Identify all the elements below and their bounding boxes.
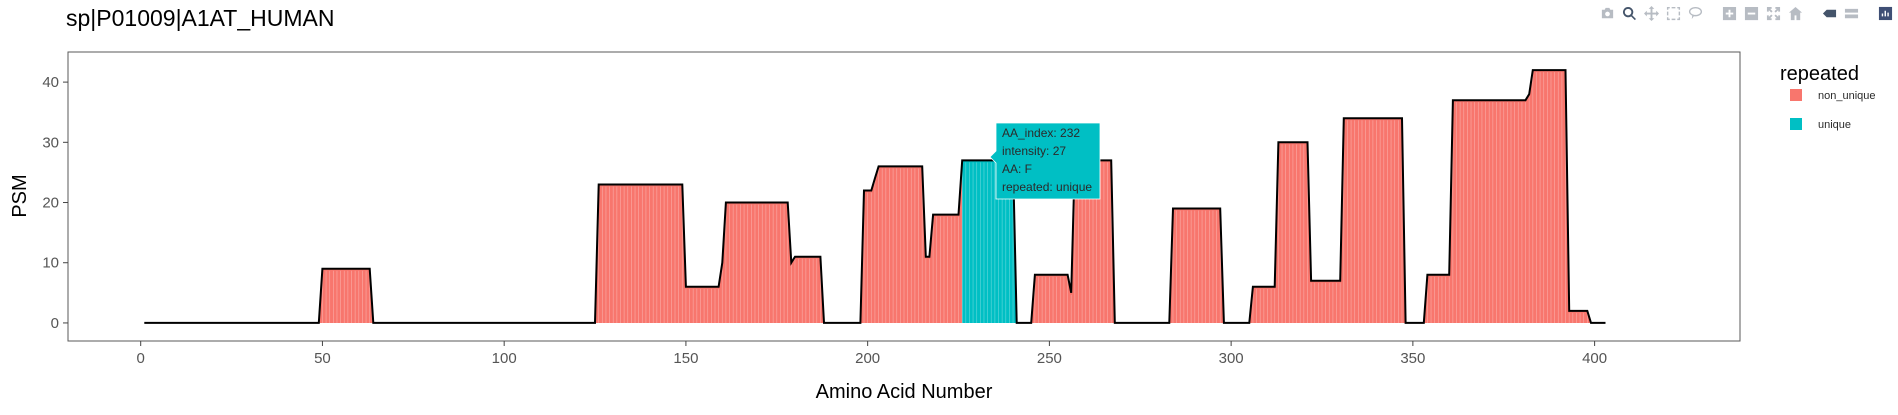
- box-select-icon[interactable]: [1662, 2, 1684, 24]
- compare-hover-icon[interactable]: [1840, 2, 1862, 24]
- x-axis-title: Amino Acid Number: [816, 381, 993, 403]
- x-tick-label: 250: [1037, 350, 1062, 367]
- legend-title: repeated: [1780, 63, 1859, 85]
- zoom-out-icon[interactable]: [1740, 2, 1762, 24]
- reset-axes-icon[interactable]: [1784, 2, 1806, 24]
- autoscale-icon[interactable]: [1762, 2, 1784, 24]
- y-tick-label: 0: [51, 315, 59, 332]
- x-tick-label: 100: [492, 350, 517, 367]
- y-axis: 0 10 20 30 40: [42, 74, 68, 332]
- legend-swatch: [1790, 89, 1802, 101]
- spike-lines-icon[interactable]: [1818, 2, 1840, 24]
- plot-area: [67, 51, 1741, 342]
- plotly-logo-icon[interactable]: [1874, 2, 1896, 24]
- x-axis: 0 50 100 150 200 250 300 350 400: [137, 341, 1607, 367]
- zoom-icon[interactable]: [1618, 2, 1640, 24]
- bar-stripes: [322, 72, 1588, 323]
- x-tick-label: 0: [137, 350, 145, 367]
- pan-icon[interactable]: [1640, 2, 1662, 24]
- zoom-in-icon[interactable]: [1718, 2, 1740, 24]
- tooltip-box: [989, 122, 1101, 200]
- camera-icon[interactable]: [1596, 2, 1618, 24]
- tooltip-line: repeated: unique: [1002, 180, 1092, 194]
- modebar-group-zoom: [1718, 2, 1806, 24]
- x-tick-label: 200: [855, 350, 880, 367]
- y-tick-label: 20: [42, 195, 59, 212]
- hover-tooltip: AA_index: 232 intensity: 27 AA: F repeat…: [989, 122, 1101, 200]
- x-tick-label: 300: [1219, 350, 1244, 367]
- legend-label: unique: [1818, 119, 1851, 131]
- modebar-group-hover: [1818, 2, 1862, 24]
- psm-profile-line: [144, 69, 1606, 324]
- x-tick-label: 50: [314, 350, 331, 367]
- x-tick-label: 150: [673, 350, 698, 367]
- y-tick-label: 30: [42, 134, 59, 151]
- y-tick-label: 40: [42, 74, 59, 91]
- legend-item-unique[interactable]: unique: [1790, 118, 1851, 131]
- tooltip-line: AA: F: [1002, 162, 1032, 176]
- y-axis-title: PSM: [9, 174, 31, 217]
- modebar-group-tools: [1596, 2, 1706, 24]
- legend-swatch: [1790, 118, 1802, 130]
- x-tick-label: 400: [1582, 350, 1607, 367]
- tooltip-line: intensity: 27: [1002, 144, 1066, 158]
- x-tick-label: 350: [1400, 350, 1425, 367]
- area-non-unique[interactable]: [144, 70, 1606, 323]
- y-tick-label: 10: [42, 255, 59, 272]
- legend: repeated non_unique unique: [1780, 63, 1876, 131]
- tooltip-line: AA_index: 232: [1002, 126, 1080, 140]
- lasso-icon[interactable]: [1684, 2, 1706, 24]
- legend-item-non-unique[interactable]: non_unique: [1790, 89, 1876, 102]
- plot-modebar: [1586, 2, 1896, 24]
- chart-title: sp|P01009|A1AT_HUMAN: [66, 5, 334, 31]
- area-non-unique[interactable]: [144, 70, 1605, 323]
- legend-label: non_unique: [1818, 90, 1876, 102]
- area-unique[interactable]: [144, 70, 1605, 323]
- modebar-group-logo: [1874, 2, 1896, 24]
